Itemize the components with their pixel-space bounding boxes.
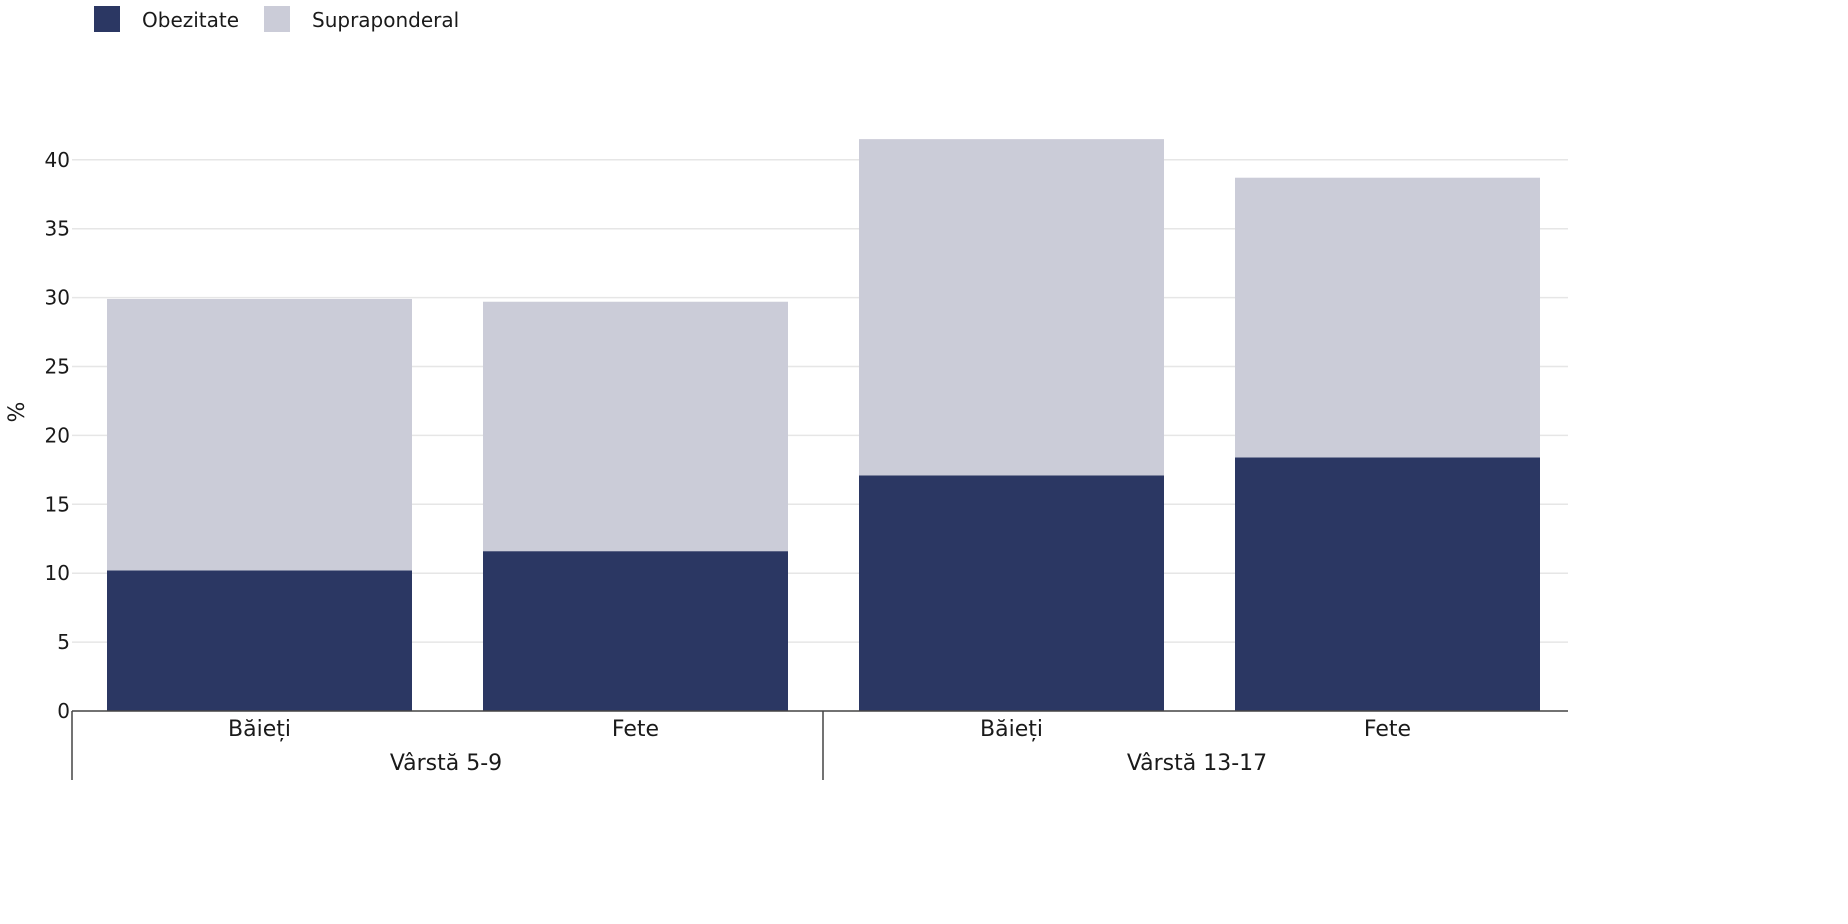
y-tick-5: 5 — [57, 630, 70, 654]
bar-obezitate-2 — [483, 551, 788, 711]
legend: Obezitate Supraponderal — [94, 6, 459, 32]
y-tick-15: 15 — [45, 492, 70, 516]
x-category-label-4: Fete — [1364, 717, 1411, 742]
y-tick-10: 10 — [45, 561, 70, 585]
axes — [71, 710, 1568, 780]
bars — [107, 139, 1540, 711]
y-tick-0: 0 — [57, 699, 70, 723]
y-tick-labels: 0 5 10 15 20 25 30 35 40 — [45, 148, 70, 723]
y-tick-20: 20 — [45, 423, 70, 447]
x-category-labels: Băieți Fete Băieți Fete — [228, 717, 1411, 742]
legend-label-obezitate: Obezitate — [142, 8, 239, 32]
x-group-label-1: Vârstă 5-9 — [390, 751, 502, 776]
x-category-label-3: Băieți — [980, 717, 1043, 742]
x-group-label-2: Vârstă 13-17 — [1127, 751, 1267, 776]
bar-supraponderal-1 — [107, 298, 412, 571]
bar-obezitate-1 — [107, 570, 412, 711]
bar-obezitate-3 — [859, 475, 1164, 711]
x-category-label-2: Fete — [612, 717, 659, 742]
legend-label-supraponderal: Supraponderal — [312, 8, 459, 32]
y-tick-35: 35 — [45, 217, 70, 241]
bar-supraponderal-2 — [483, 301, 788, 552]
bar-obezitate-4 — [1235, 457, 1540, 711]
y-tick-40: 40 — [45, 148, 70, 172]
y-tick-30: 30 — [45, 286, 70, 310]
legend-swatch-obezitate — [94, 6, 120, 32]
stacked-bar-chart: Obezitate Supraponderal 0510152025303540 … — [5, 6, 1568, 780]
bar-supraponderal-4 — [1235, 177, 1540, 458]
x-group-labels: Vârstă 5-9 Vârstă 13-17 — [390, 751, 1267, 776]
bar-supraponderal-3 — [859, 139, 1164, 476]
x-category-label-1: Băieți — [228, 717, 291, 742]
y-tick-25: 25 — [45, 355, 70, 379]
legend-swatch-supraponderal — [264, 6, 290, 32]
y-axis-label: % — [5, 402, 30, 423]
